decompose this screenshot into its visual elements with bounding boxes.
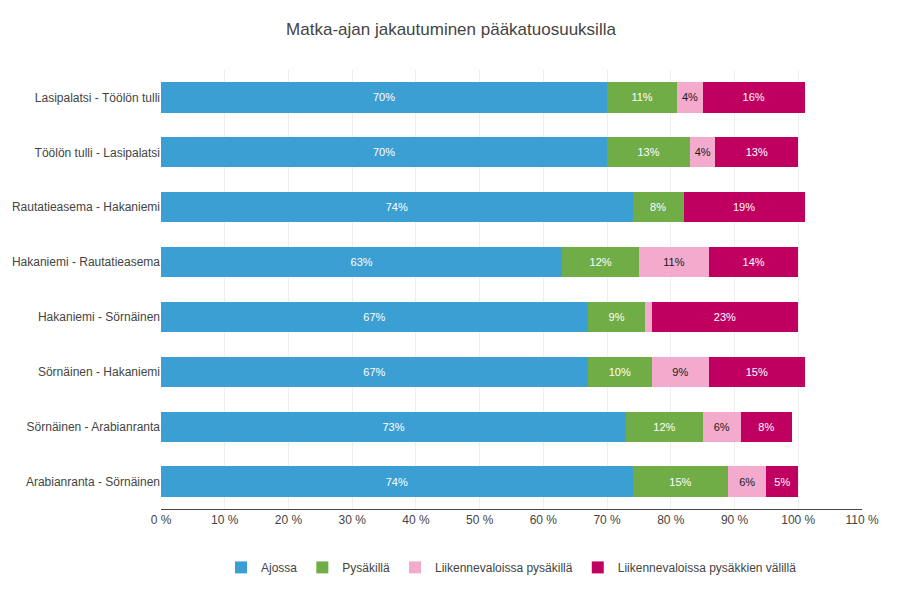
svg-text:70%: 70% [373, 146, 395, 158]
svg-text:12%: 12% [590, 256, 612, 268]
svg-text:6%: 6% [714, 421, 730, 433]
svg-text:9%: 9% [609, 311, 625, 323]
svg-text:4%: 4% [682, 91, 698, 103]
svg-text:70%: 70% [373, 91, 395, 103]
svg-text:Sörnäinen - Arabianranta: Sörnäinen - Arabianranta [27, 420, 161, 434]
svg-text:67%: 67% [363, 366, 385, 378]
svg-text:11%: 11% [663, 256, 684, 268]
svg-text:90 %: 90 % [721, 513, 749, 527]
svg-text:14%: 14% [743, 256, 765, 268]
svg-text:0 %: 0 % [151, 513, 172, 527]
svg-text:19%: 19% [733, 201, 755, 213]
svg-text:100 %: 100 % [781, 513, 815, 527]
svg-text:80 %: 80 % [657, 513, 685, 527]
svg-text:50 %: 50 % [466, 513, 494, 527]
svg-text:Hakaniemi - Sörnäinen: Hakaniemi - Sörnäinen [38, 310, 160, 324]
svg-text:12%: 12% [653, 421, 675, 433]
svg-text:15%: 15% [669, 476, 691, 488]
svg-text:10 %: 10 % [211, 513, 239, 527]
svg-text:Matka-ajan jakautuminen pääkat: Matka-ajan jakautuminen pääkatuosuuksill… [286, 20, 616, 39]
svg-text:8%: 8% [650, 201, 666, 213]
svg-text:Arabianranta - Sörnäinen: Arabianranta - Sörnäinen [26, 475, 160, 489]
svg-text:30 %: 30 % [339, 513, 367, 527]
svg-text:67%: 67% [363, 311, 385, 323]
svg-text:11%: 11% [631, 91, 652, 103]
svg-text:Liikennevaloissa pysäkkien väl: Liikennevaloissa pysäkkien välillä [618, 561, 796, 575]
svg-text:20 %: 20 % [275, 513, 303, 527]
svg-text:5%: 5% [774, 476, 790, 488]
svg-text:13%: 13% [637, 146, 659, 158]
svg-text:Lasipalatsi - Töölön tulli: Lasipalatsi - Töölön tulli [35, 91, 160, 105]
svg-text:8%: 8% [758, 421, 774, 433]
svg-text:Töölön tulli - Lasipalatsi: Töölön tulli - Lasipalatsi [35, 146, 160, 160]
svg-text:63%: 63% [351, 256, 373, 268]
svg-text:70 %: 70 % [593, 513, 621, 527]
svg-text:Liikennevaloissa pysäkillä: Liikennevaloissa pysäkillä [435, 561, 573, 575]
svg-text:4%: 4% [695, 146, 711, 158]
svg-text:60 %: 60 % [530, 513, 558, 527]
svg-text:73%: 73% [382, 421, 404, 433]
svg-text:9%: 9% [672, 366, 688, 378]
svg-text:74%: 74% [386, 476, 408, 488]
svg-text:110 %: 110 % [845, 513, 878, 527]
svg-text:Hakaniemi - Rautatieasema: Hakaniemi - Rautatieasema [12, 255, 160, 269]
svg-text:Rautatieasema - Hakaniemi: Rautatieasema - Hakaniemi [12, 200, 160, 214]
svg-text:Sörnäinen - Hakaniemi: Sörnäinen - Hakaniemi [38, 365, 160, 379]
svg-text:15%: 15% [746, 366, 768, 378]
svg-text:23%: 23% [714, 311, 736, 323]
svg-text:10%: 10% [609, 366, 631, 378]
svg-text:74%: 74% [386, 201, 408, 213]
svg-text:16%: 16% [743, 91, 765, 103]
svg-text:Ajossa: Ajossa [261, 561, 297, 575]
svg-text:13%: 13% [746, 146, 768, 158]
svg-text:40 %: 40 % [402, 513, 430, 527]
svg-text:6%: 6% [739, 476, 755, 488]
svg-text:Pysäkillä: Pysäkillä [342, 561, 390, 575]
